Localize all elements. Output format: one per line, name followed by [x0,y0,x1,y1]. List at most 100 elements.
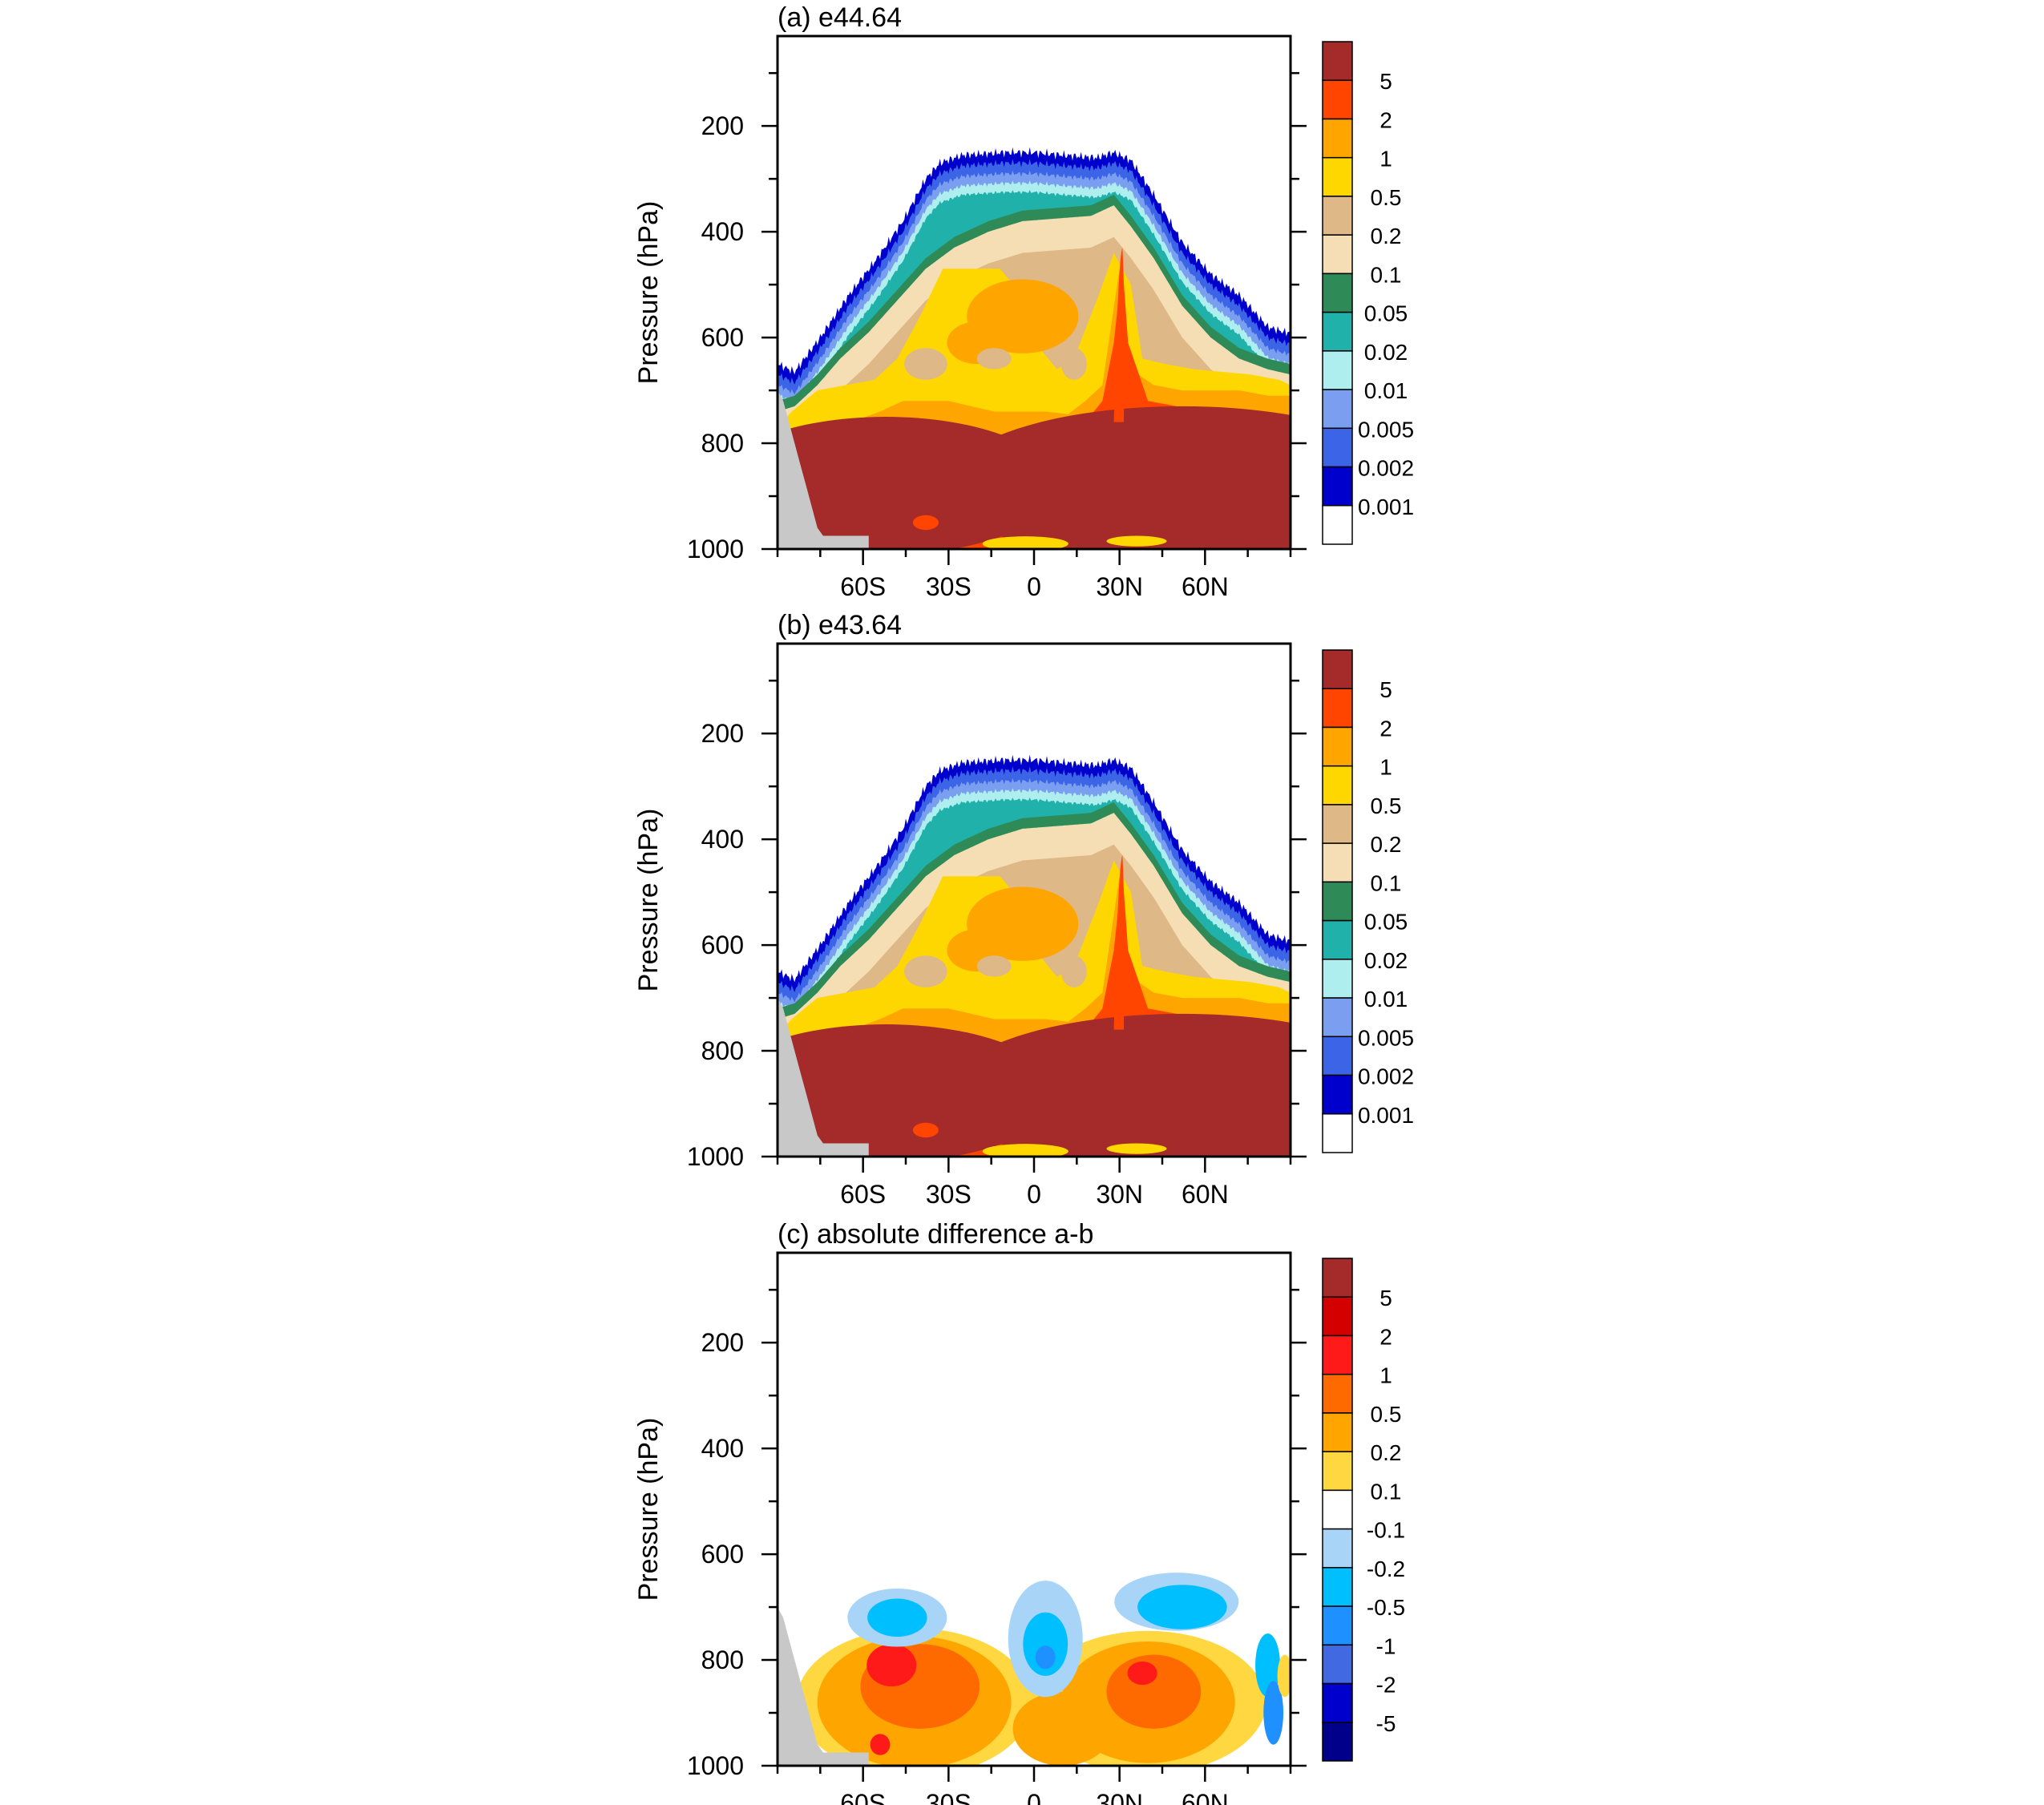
colorbar-label: 0.05 [1364,301,1408,326]
colorbar-label: 0.05 [1364,910,1408,935]
colorbar-swatch [1322,1722,1353,1762]
colorbar-label: 0.5 [1371,1402,1402,1427]
colorbar-label: 0.02 [1364,340,1408,365]
y-tick-label: 600 [701,323,744,352]
contour-cell [1035,1645,1056,1670]
colorbar-swatch [1322,505,1353,545]
panel-a: 200 400 600 800 1000 60S 30S 0 30N 60N Pressure (h… [633,2,1414,601]
colorbar-swatch [1322,350,1353,390]
contour-cell [866,1644,917,1687]
colorbar-label: -0.5 [1367,1595,1405,1620]
colorbar-label: 5 [1379,69,1392,94]
x-tick-label: 0 [1027,1180,1041,1209]
contour-plume [1113,247,1125,422]
colorbar-label: 1 [1379,1363,1392,1388]
contour-cell [1012,1691,1113,1766]
x-tick-label: 60N [1182,1180,1229,1209]
contour-cell [982,536,1068,549]
plot-area [778,644,1291,1157]
panel-title: (a) e44.64 [778,2,902,33]
contour-cell [1060,348,1087,380]
x-tick-label: 60S [840,572,886,601]
colorbar-label: 0.2 [1371,1440,1402,1465]
x-tick-label: 30S [926,572,972,601]
colorbar: 5 2 1 0.5 0.2 0.1 0.05 0.02 0.01 0.005 0.002 0.001 [1322,41,1414,545]
colorbar-label: 0.2 [1371,224,1402,248]
plot-area [778,1253,1291,1766]
y-axis-label: Pressure (hPa) [633,809,664,992]
x-tick-label: 0 [1027,572,1041,601]
colorbar-swatch [1322,997,1353,1038]
y-axis-label: Pressure (hPa) [633,201,664,385]
colorbar-swatch [1322,1605,1353,1646]
colorbar: 5 2 1 0.5 0.2 0.1 0.05 0.02 0.01 0.005 0.002 0.001 [1322,649,1414,1153]
colorbar-label: 0.001 [1358,495,1414,519]
land-mask [778,998,829,1157]
colorbar-swatch [1322,234,1353,275]
colorbar-swatch [1322,649,1353,689]
colorbar-swatch [1322,959,1353,999]
y-tick-label: 1000 [687,1751,744,1780]
y-tick-label: 800 [701,429,744,458]
colorbar-swatch [1322,1335,1353,1375]
colorbar-label: 0.5 [1371,793,1402,818]
colorbar-label: -0.2 [1367,1557,1405,1581]
colorbar-label: 0.01 [1364,987,1408,1012]
land-mask [829,1752,869,1766]
land-mask [778,390,829,549]
colorbar-label: 1 [1379,755,1392,780]
colorbar-swatch [1322,466,1353,507]
contour-cell [976,955,1012,977]
contour-cell [904,348,947,380]
y-tick-label: 600 [701,931,744,959]
colorbar-swatch [1322,688,1353,729]
contour-cell [904,955,947,987]
colorbar-label: 0.02 [1364,948,1408,973]
colorbar-swatch [1322,842,1353,883]
colorbar-swatch [1322,389,1353,430]
contour-cell [1277,1654,1291,1698]
colorbar-swatch [1322,79,1353,120]
colorbar-swatch [1322,881,1353,922]
contour-cell [867,1598,927,1637]
colorbar-swatch [1322,1412,1353,1452]
colorbar-swatch [1322,196,1353,236]
colorbar-label: 2 [1379,1324,1392,1349]
contour-cell [1023,1612,1068,1676]
colorbar-swatch [1322,273,1353,313]
land-mask [829,1143,869,1157]
contour-cell [1106,535,1167,547]
colorbar-swatch [1322,1296,1353,1337]
colorbar-label: 0.5 [1371,185,1402,210]
colorbar-swatch [1322,726,1353,767]
colorbar-label: -2 [1376,1673,1396,1698]
colorbar-swatch [1322,1528,1353,1569]
colorbar-swatch [1322,1373,1353,1414]
colorbar-label: -0.1 [1367,1518,1405,1543]
colorbar-label: 0.1 [1371,1479,1402,1504]
colorbar-label: 0.01 [1364,378,1408,403]
land-mask [829,535,869,549]
contour-cell [1127,1662,1157,1686]
contour-cell [1076,1035,1291,1078]
colorbar-swatch [1322,1489,1353,1530]
colorbar: 5 2 1 0.5 0.2 0.1 -0.1 -0.2 -0.5 -1 -2 -5 [1322,1258,1405,1762]
colorbar-label: 0.1 [1371,262,1402,287]
colorbar-label: 0.001 [1358,1103,1414,1128]
x-tick-label: 30N [1096,572,1143,601]
y-tick-label: 400 [701,217,744,246]
colorbar-label: 0.2 [1371,832,1402,857]
colorbar-label: 5 [1379,1286,1392,1310]
contour-cell [912,515,939,531]
colorbar-label: 0.002 [1358,1064,1414,1089]
colorbar-swatch [1322,311,1353,352]
land-mask [778,1607,829,1766]
contour-cell [1255,1633,1281,1698]
x-tick-label: 60S [840,1180,886,1209]
colorbar-swatch [1322,427,1353,468]
y-tick-label: 400 [701,825,744,854]
colorbar-swatch [1322,919,1353,960]
contour-cell [982,1144,1068,1157]
x-tick-label: 60N [1182,572,1229,601]
